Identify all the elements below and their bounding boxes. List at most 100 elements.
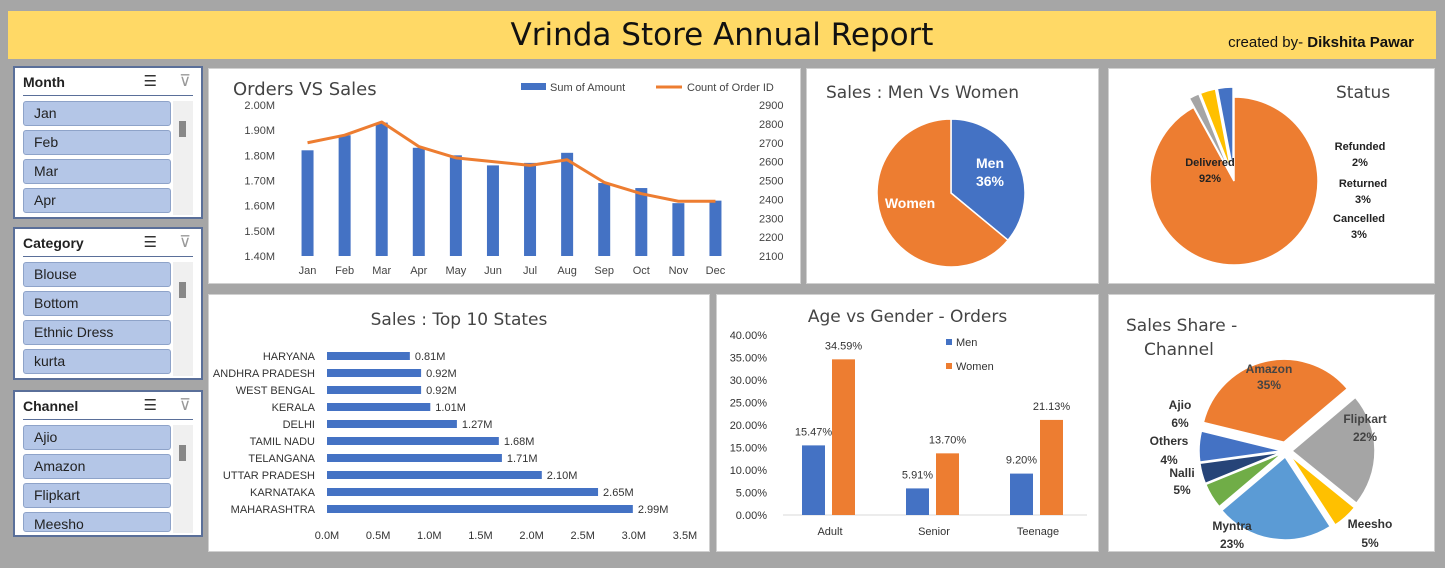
slicer-item[interactable]: Feb <box>23 130 171 155</box>
slicer-item[interactable]: Ajio <box>23 425 171 450</box>
y-tick-label: 1.80M <box>244 150 275 162</box>
x-tick-label: 3.5M <box>673 530 697 542</box>
orders-sales-chart: 1.40M 1.50M 1.60M 1.70M 1.80M 1.90M 2.00M 2100 2… <box>244 82 783 277</box>
data-label: 0.81M <box>415 351 446 363</box>
pie-slice <box>876 118 1010 268</box>
slicer-item[interactable]: Jan <box>23 101 171 126</box>
slice-label: Refunded <box>1335 141 1386 153</box>
slice-label: Others <box>1150 434 1189 448</box>
y2-tick-label: 2900 <box>759 100 783 112</box>
age-gender-bar-chart: 0.00% 5.00% 10.00% 15.00% 20.00% 25.00% 30.00%… <box>730 330 1087 538</box>
slicer-item[interactable]: Meesho <box>23 512 171 532</box>
data-label: 1.27M <box>462 419 493 431</box>
clear-filter-icon[interactable]: ⊽ <box>179 234 191 251</box>
chart-title: Sales : Top 10 States <box>370 310 548 330</box>
slicer-item[interactable]: Mar <box>23 159 171 184</box>
slicer-category[interactable]: Category ☰ ⊽ Blouse Bottom Ethnic Dress … <box>13 227 203 380</box>
scrollbar[interactable] <box>173 425 193 533</box>
data-label: 1.71M <box>507 453 538 465</box>
slicer-item[interactable]: Apr <box>23 188 171 213</box>
data-label: 9.20% <box>1006 455 1037 467</box>
multi-select-icon[interactable]: ☰ <box>143 234 157 251</box>
x-tick-label: Aug <box>557 265 577 277</box>
clear-filter-icon[interactable]: ⊽ <box>179 73 191 90</box>
bar <box>486 165 499 256</box>
slicer-item[interactable]: Blouse <box>23 262 171 287</box>
slice-value: 3% <box>1351 229 1367 241</box>
slice-value: 4% <box>1160 453 1178 467</box>
slicer-header: Category <box>23 235 84 251</box>
y-tick-label: KERALA <box>272 402 316 414</box>
bar <box>906 488 929 515</box>
slice-label: Nalli <box>1169 466 1194 480</box>
chart-title-line2: Channel <box>1144 340 1214 360</box>
x-tick-label: Teenage <box>1017 526 1059 538</box>
y-tick-label: TAMIL NADU <box>250 436 315 448</box>
slicer-item[interactable]: Bottom <box>23 291 171 316</box>
slicer-item[interactable]: Ethnic Dress <box>23 320 171 345</box>
pie-slice <box>1290 396 1376 505</box>
bar <box>1040 419 1063 515</box>
states-bar-chart: HARYANA 0.81M ANDHRA PRADESH 0.92M WEST BENG… <box>213 351 697 542</box>
slice-label: Women <box>885 195 935 211</box>
x-tick-label: Adult <box>817 526 842 538</box>
legend-swatch <box>521 83 546 90</box>
bar <box>327 454 502 462</box>
series-line <box>307 120 716 203</box>
chart-title: Orders VS Sales <box>233 79 377 100</box>
multi-select-icon[interactable]: ☰ <box>143 397 157 414</box>
scrollbar[interactable] <box>173 101 193 215</box>
channel-share-panel: Sales Share - Channel Amazon 35% Flipkart 2… <box>1108 294 1435 552</box>
bar <box>301 150 314 256</box>
slicer-item[interactable]: Flipkart <box>23 483 171 508</box>
bar <box>327 488 599 496</box>
bar <box>672 203 685 256</box>
slicer-header: Month <box>23 74 65 90</box>
gender-pie-chart: Men 36% Women <box>876 118 1026 268</box>
slice-value: 22% <box>1353 430 1377 444</box>
slicer-channel[interactable]: Channel ☰ ⊽ Ajio Amazon Flipkart Meesho <box>13 390 203 537</box>
x-tick-label: Oct <box>633 265 650 277</box>
y2-tick-label: 2200 <box>759 232 783 244</box>
y-tick-label: 1.50M <box>244 226 275 238</box>
data-label: 34.59% <box>825 340 863 352</box>
slicer-item[interactable]: Amazon <box>23 454 171 479</box>
data-label: 2.65M <box>603 487 634 499</box>
slice-label: Ajio <box>1169 398 1192 412</box>
bar <box>327 420 457 428</box>
x-tick-label: 2.5M <box>570 530 594 542</box>
bar <box>338 135 351 256</box>
slicer-month[interactable]: Month ☰ ⊽ Jan Feb Mar Apr <box>13 66 203 219</box>
y-tick-label: 0.00% <box>736 510 767 522</box>
y-tick-label: 15.00% <box>730 443 768 455</box>
credit-text: created by- Dikshita Pawar <box>1228 34 1414 51</box>
data-label: 2.99M <box>638 504 669 516</box>
slice-value: 5% <box>1173 483 1191 497</box>
y-tick-label: 10.00% <box>730 465 768 477</box>
pie-slice <box>1289 454 1356 527</box>
legend-swatch <box>946 363 952 369</box>
page-title: Vrinda Store Annual Report <box>510 17 934 53</box>
data-label: 13.70% <box>929 434 967 446</box>
scrollbar-thumb[interactable] <box>179 445 186 461</box>
data-label: 2.10M <box>547 470 578 482</box>
slicer-item[interactable]: kurta <box>23 349 171 374</box>
y-tick-label: 1.70M <box>244 176 275 188</box>
x-tick-label: Jun <box>484 265 502 277</box>
multi-select-icon[interactable]: ☰ <box>143 73 157 90</box>
slice-value: 5% <box>1361 536 1379 550</box>
bar <box>524 162 537 256</box>
x-tick-label: Apr <box>410 265 427 277</box>
clear-filter-icon[interactable]: ⊽ <box>179 397 191 414</box>
status-panel: Status Delivered 92% Refunded 2% Returned 3% C… <box>1108 68 1435 284</box>
scrollbar[interactable] <box>173 262 193 376</box>
legend-label: Women <box>956 361 994 373</box>
scrollbar-thumb[interactable] <box>179 282 186 298</box>
x-tick-label: Feb <box>335 265 354 277</box>
legend-label: Sum of Amount <box>550 82 625 94</box>
slice-value: 36% <box>976 173 1005 189</box>
bar <box>327 403 431 411</box>
bar <box>832 359 855 515</box>
y-tick-label: KARNATAKA <box>250 487 316 499</box>
scrollbar-thumb[interactable] <box>179 121 186 137</box>
